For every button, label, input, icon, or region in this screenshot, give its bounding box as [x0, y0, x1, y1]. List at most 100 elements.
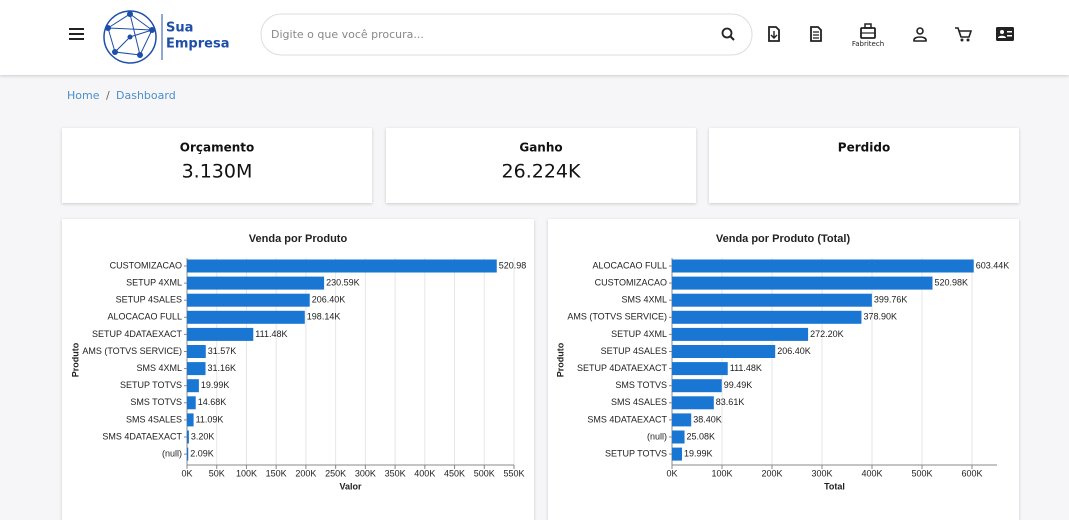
bar — [187, 259, 497, 273]
bar — [187, 327, 254, 341]
x-tick-label: 0K — [666, 468, 677, 478]
y-tick-label: CUSTOMIZACAO — [110, 260, 182, 270]
card-icon[interactable] — [996, 27, 1014, 41]
x-axis-title: Total — [824, 481, 845, 491]
search-placeholder: Digite o que você procura... — [271, 28, 424, 41]
logo-text: Empresa — [166, 37, 229, 52]
value-label: 520.98K — [934, 277, 968, 287]
y-tick-label: SETUP 4XML — [126, 277, 182, 287]
x-tick-label: 250K — [325, 468, 346, 478]
y-tick-label: AMS (TOTVS SERVICE) — [82, 346, 182, 356]
value-label: 111.48K — [255, 329, 287, 339]
y-tick-label: SMS 4DATAEXACT — [102, 431, 182, 441]
y-tick-label: SMS 4SALES — [126, 414, 182, 424]
bar — [672, 293, 872, 307]
bar — [672, 310, 862, 324]
x-tick-label: 600K — [961, 468, 982, 478]
bar — [187, 430, 189, 444]
y-tick-label: SMS TOTVS — [130, 397, 182, 407]
search-box[interactable] — [260, 13, 753, 56]
bar — [672, 430, 685, 444]
company-icon[interactable] — [860, 23, 876, 39]
y-tick-label: SETUP 4SALES — [116, 295, 182, 305]
bar — [672, 259, 974, 273]
value-label: 603.44K — [976, 260, 1010, 270]
x-axis-title: Valor — [339, 481, 362, 491]
y-tick-label: SMS 4XML — [621, 295, 667, 305]
user-icon[interactable] — [913, 27, 927, 42]
y-tick-label: (null) — [647, 431, 667, 441]
value-label: 99.49K — [724, 380, 753, 390]
bar — [672, 345, 776, 358]
breadcrumb-link[interactable]: Home — [67, 89, 100, 102]
y-tick-label: (null) — [162, 448, 182, 458]
value-label: 31.57K — [208, 346, 237, 356]
bar — [187, 379, 199, 393]
bar — [187, 362, 206, 376]
kpi-title: Orçamento — [180, 141, 255, 155]
value-label: 111.48K — [730, 363, 762, 373]
x-tick-label: 450K — [444, 468, 465, 478]
kpi-value: 26.224K — [502, 161, 581, 183]
y-tick-label: SETUP 4DATAEXACT — [577, 363, 668, 373]
bar — [672, 276, 933, 290]
value-label: 198.14K — [307, 312, 341, 322]
chart: Venda por Produto 0K 50K 100K 150K 200K 250K 30… — [70, 233, 526, 491]
y-tick-label: SETUP 4DATAEXACT — [92, 329, 183, 339]
kpi-card — [62, 128, 372, 203]
value-label: 3.20K — [191, 431, 215, 441]
y-tick-label: SETUP 4XML — [611, 329, 667, 339]
value-label: 272.20K — [810, 329, 844, 339]
value-label: 14.68K — [198, 397, 227, 407]
chart-title: Venda por Produto — [249, 233, 348, 245]
menu-icon[interactable] — [69, 28, 84, 40]
value-label: 520.98 — [499, 260, 527, 270]
cart-icon[interactable] — [955, 27, 973, 42]
x-tick-label: 500K — [911, 468, 932, 478]
y-axis-title: Produto — [555, 342, 565, 377]
bar — [187, 413, 194, 427]
kpi-card — [386, 128, 696, 203]
y-tick-label: SETUP TOTVS — [605, 448, 667, 458]
chart: Venda por Produto (Total) 0K 100K 200K 300K 4… — [555, 233, 1009, 491]
company-name: Fabritech — [852, 40, 884, 48]
y-tick-label: SMS 4XML — [136, 363, 182, 373]
breadcrumb-separator: / — [106, 89, 110, 102]
value-label: 25.08K — [687, 431, 716, 441]
kpi-card — [709, 128, 1019, 203]
bar — [672, 327, 809, 341]
y-tick-label: AMS (TOTVS SERVICE) — [567, 312, 667, 322]
x-tick-label: 300K — [355, 468, 376, 478]
x-tick-label: 400K — [861, 468, 882, 478]
x-tick-label: 350K — [385, 468, 406, 478]
report-icon[interactable] — [810, 26, 822, 42]
bar — [672, 379, 722, 393]
value-label: 206.40K — [777, 346, 811, 356]
kpi-title: Perdido — [838, 141, 890, 155]
y-tick-label: SETUP TOTVS — [120, 380, 182, 390]
value-label: 399.76K — [874, 295, 908, 305]
logo[interactable]: Sua Empresa — [103, 10, 229, 64]
x-tick-label: 300K — [811, 468, 832, 478]
y-tick-label: SETUP 4SALES — [601, 346, 667, 356]
x-tick-label: 550K — [503, 468, 524, 478]
value-label: 31.16K — [208, 363, 237, 373]
import-icon[interactable] — [768, 26, 780, 42]
x-tick-label: 100K — [711, 468, 732, 478]
value-label: 230.59K — [326, 277, 360, 287]
value-label: 38.40K — [693, 414, 722, 424]
bar — [187, 310, 305, 324]
bar — [187, 345, 206, 358]
y-tick-label: SMS 4SALES — [611, 397, 667, 407]
search-icon[interactable] — [721, 27, 735, 41]
x-tick-label: 500K — [474, 468, 495, 478]
breadcrumb-link[interactable]: Dashboard — [116, 89, 176, 102]
x-tick-label: 200K — [761, 468, 782, 478]
y-tick-label: SMS TOTVS — [615, 380, 667, 390]
kpi-title: Ganho — [519, 141, 562, 155]
bar — [187, 396, 196, 410]
y-tick-label: CUSTOMIZACAO — [595, 277, 667, 287]
x-tick-label: 200K — [295, 468, 316, 478]
value-label: 19.99K — [201, 380, 230, 390]
